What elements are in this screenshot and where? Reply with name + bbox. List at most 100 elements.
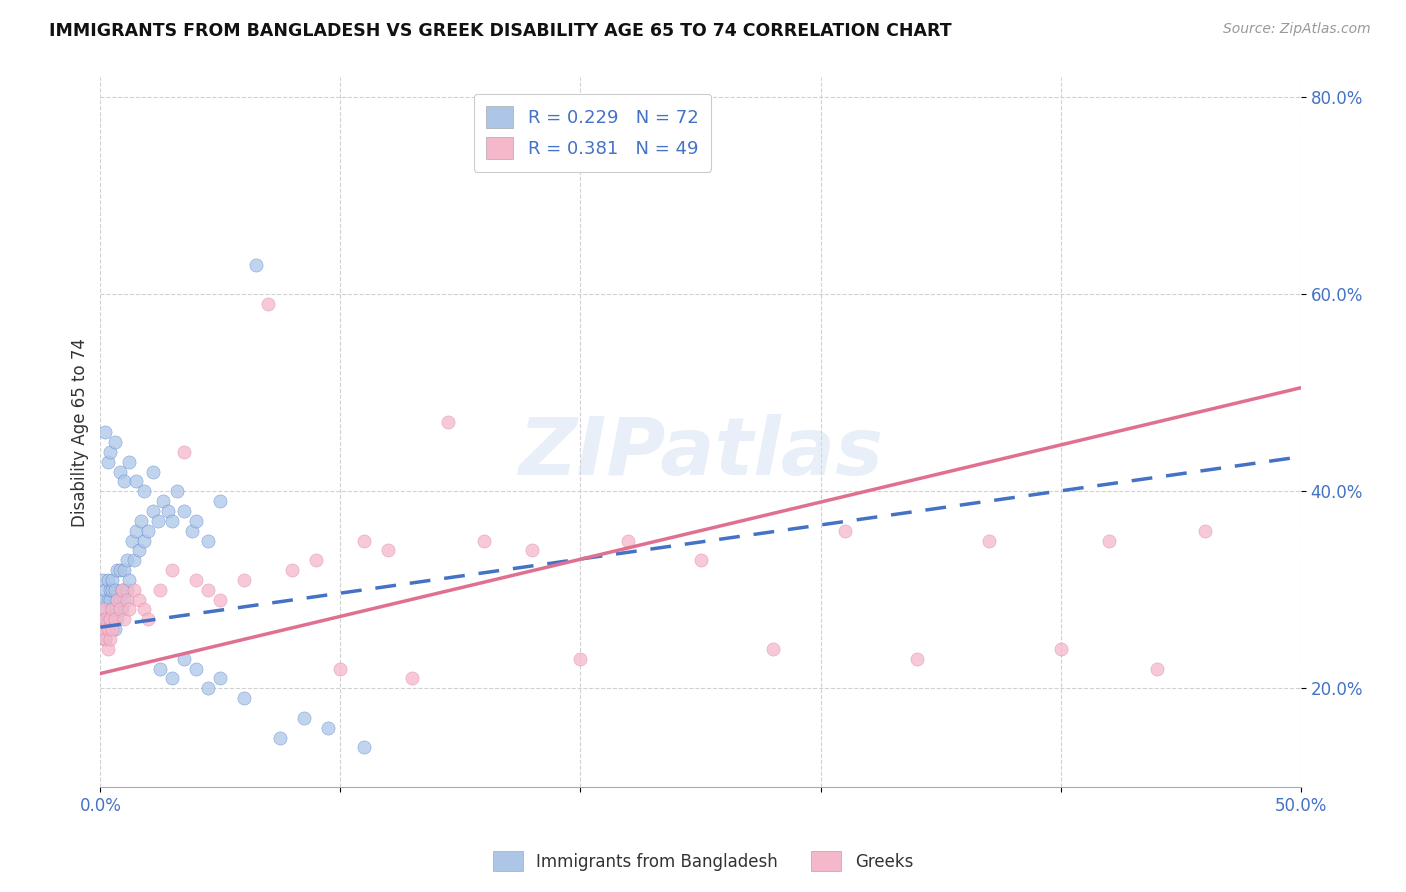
Point [156,504,179,518]
Point [96,622,118,636]
Point [96,641,118,656]
Point [94,582,117,597]
Point [197,681,219,696]
Point [166,484,188,499]
Point [96,573,118,587]
Point [569,652,592,666]
Point [105,612,128,626]
Point [173,652,195,666]
Point [96,592,118,607]
Point [269,731,291,745]
Point [98,612,121,626]
Point [101,622,124,636]
Point [125,475,148,489]
Point [977,533,1000,548]
Point [401,672,423,686]
Point [104,602,127,616]
Point [101,582,124,597]
Point [104,582,127,597]
Point [96,455,118,469]
Point [761,641,783,656]
Point [101,602,124,616]
Point [522,543,544,558]
Point [108,465,131,479]
Point [138,524,160,538]
Point [128,543,150,558]
Point [98,612,121,626]
Point [186,514,208,528]
Point [689,553,711,567]
Point [104,612,127,626]
Point [186,662,208,676]
Point [104,435,127,450]
Point [209,592,232,607]
Point [101,602,124,616]
Point [437,415,460,429]
Point [257,297,280,311]
Point [233,691,256,706]
Point [132,484,155,499]
Point [173,504,195,518]
Point [121,533,143,548]
Point [112,563,135,577]
Point [197,582,219,597]
Point [142,504,165,518]
Point [122,553,145,567]
Y-axis label: Disability Age 65 to 74: Disability Age 65 to 74 [72,338,89,526]
Point [142,465,165,479]
Point [209,494,232,508]
Point [162,514,184,528]
Point [115,582,138,597]
Point [108,592,131,607]
Point [152,494,174,508]
Point [125,524,148,538]
Point [146,514,169,528]
Point [173,445,195,459]
Point [111,582,134,597]
Point [105,592,128,607]
Point [905,652,928,666]
Point [111,602,134,616]
Point [91,592,114,607]
Point [94,602,117,616]
Point [94,612,117,626]
Point [197,533,219,548]
Point [108,602,131,616]
Point [128,592,150,607]
Point [91,602,114,616]
Point [115,553,138,567]
Point [162,672,184,686]
Point [294,711,316,725]
Point [132,602,155,616]
Point [377,543,399,558]
Point [112,592,135,607]
Point [353,740,375,755]
Text: ZIPatlas: ZIPatlas [517,415,883,492]
Point [1194,524,1216,538]
Point [162,563,184,577]
Point [98,445,121,459]
Point [149,582,172,597]
Point [91,622,114,636]
Point [245,258,267,272]
Point [1146,662,1168,676]
Point [105,592,128,607]
Point [98,592,121,607]
Point [105,563,128,577]
Point [94,612,117,626]
Point [209,672,232,686]
Point [94,632,117,646]
Point [834,524,856,538]
Point [129,514,152,528]
Point [115,592,138,607]
Point [96,622,118,636]
Point [617,533,640,548]
Point [112,475,135,489]
Point [111,582,134,597]
Point [305,553,328,567]
Point [353,533,375,548]
Text: IMMIGRANTS FROM BANGLADESH VS GREEK DISABILITY AGE 65 TO 74 CORRELATION CHART: IMMIGRANTS FROM BANGLADESH VS GREEK DISA… [49,22,952,40]
Point [94,632,117,646]
Point [138,612,160,626]
Legend: R = 0.229   N = 72, R = 0.381   N = 49: R = 0.229 N = 72, R = 0.381 N = 49 [474,94,711,172]
